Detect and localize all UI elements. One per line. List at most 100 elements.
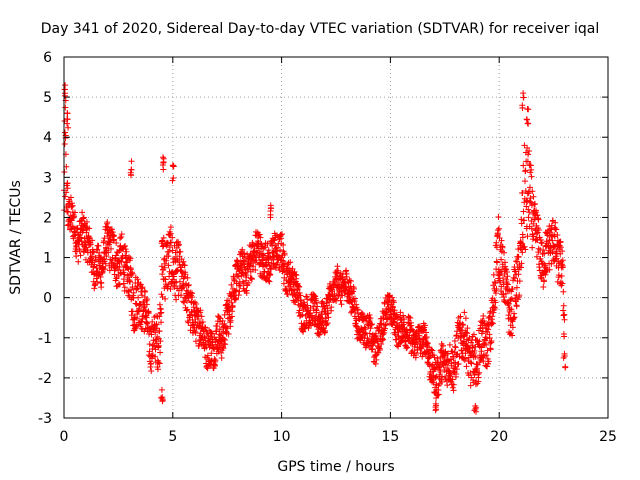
data-point	[105, 249, 112, 256]
data-point	[489, 313, 496, 320]
data-point	[535, 245, 542, 252]
y-tick-label: -2	[38, 371, 52, 387]
data-point	[292, 271, 299, 278]
data-point	[215, 348, 222, 355]
data-point	[368, 321, 375, 328]
data-point	[528, 166, 535, 173]
data-point	[512, 258, 519, 265]
data-point	[141, 328, 148, 335]
data-point	[156, 328, 163, 335]
data-point	[553, 250, 560, 257]
data-point	[325, 314, 332, 321]
data-point	[364, 335, 371, 342]
data-point	[73, 253, 80, 260]
data-point	[71, 209, 78, 216]
data-point	[278, 231, 285, 238]
data-point	[434, 355, 441, 362]
data-point	[439, 342, 446, 349]
data-point	[462, 315, 469, 322]
data-point	[164, 285, 171, 292]
data-point	[463, 329, 470, 336]
data-point	[485, 358, 492, 365]
data-point	[148, 331, 155, 338]
data-point	[451, 338, 458, 345]
data-point	[465, 358, 472, 365]
data-point	[366, 311, 373, 318]
chart-title: Day 341 of 2020, Sidereal Day-to-day VTE…	[41, 21, 599, 37]
data-point	[432, 404, 439, 411]
data-point	[392, 331, 399, 338]
data-point	[515, 253, 522, 260]
data-point	[553, 255, 560, 262]
data-point	[165, 253, 172, 260]
data-point	[454, 328, 461, 335]
data-point	[118, 231, 125, 238]
data-point	[79, 209, 86, 216]
data-point	[260, 252, 267, 259]
data-point	[107, 245, 114, 252]
data-point	[158, 394, 165, 401]
data-point	[107, 239, 114, 246]
data-point	[189, 294, 196, 301]
x-tick-label: 20	[490, 429, 508, 445]
data-point	[125, 274, 132, 281]
data-point	[185, 282, 192, 289]
data-point	[127, 255, 134, 262]
data-point	[528, 173, 535, 180]
data-point	[352, 322, 359, 329]
data-point	[138, 285, 145, 292]
data-point	[233, 287, 240, 294]
data-point	[558, 273, 565, 280]
data-point	[270, 248, 277, 255]
data-point	[408, 349, 415, 356]
data-point	[494, 259, 501, 266]
data-point	[509, 332, 516, 339]
data-point	[432, 374, 439, 381]
data-point	[180, 258, 187, 265]
data-point	[221, 320, 228, 327]
data-point	[127, 266, 134, 273]
data-point	[281, 251, 288, 258]
data-point	[488, 338, 495, 345]
data-point	[533, 230, 540, 237]
data-point	[67, 226, 74, 233]
data-point	[367, 325, 374, 332]
data-point	[245, 265, 252, 272]
data-point	[527, 195, 534, 202]
data-point	[561, 350, 568, 357]
data-point	[160, 154, 167, 161]
data-point	[560, 307, 567, 314]
data-point	[548, 260, 555, 267]
data-point	[378, 341, 385, 348]
data-point	[523, 116, 530, 123]
data-point	[509, 324, 516, 331]
data-point	[117, 270, 124, 277]
data-point	[413, 351, 420, 358]
data-point	[158, 386, 165, 393]
data-point	[457, 313, 464, 320]
data-point	[517, 244, 524, 251]
data-point	[368, 346, 375, 353]
data-point	[452, 343, 459, 350]
data-point	[197, 307, 204, 314]
data-point	[467, 369, 474, 376]
data-point	[200, 334, 207, 341]
data-point	[228, 299, 235, 306]
data-point	[491, 279, 498, 286]
data-point	[444, 350, 451, 357]
data-point	[202, 325, 209, 332]
data-point	[64, 110, 71, 117]
data-point	[248, 276, 255, 283]
data-point	[169, 177, 176, 184]
data-point	[446, 341, 453, 348]
data-point	[433, 394, 440, 401]
x-tick-label: 15	[381, 429, 399, 445]
data-point	[127, 278, 134, 285]
data-point	[144, 296, 151, 303]
data-point	[439, 373, 446, 380]
data-point	[313, 299, 320, 306]
data-point	[468, 339, 475, 346]
data-point	[165, 262, 172, 269]
data-point	[495, 227, 502, 234]
data-point	[245, 279, 252, 286]
